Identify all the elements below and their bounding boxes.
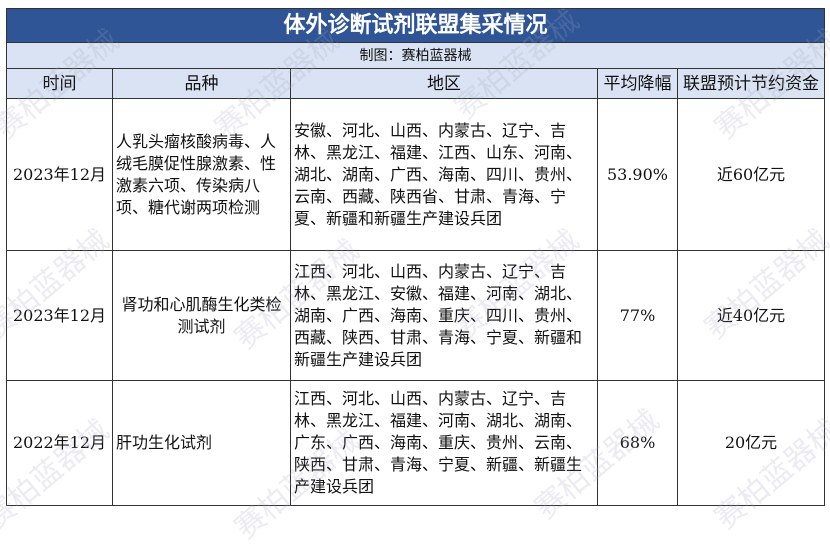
cell-time: 2023年12月	[6, 98, 113, 251]
header-savings: 联盟预计节约资金	[677, 68, 825, 99]
table-row: 2023年12月 人乳头瘤核酸病毒、人绒毛膜促性腺激素、性激素六项、传染病八项、…	[6, 98, 825, 251]
header-reduction: 平均降幅	[597, 68, 678, 99]
cell-savings: 近40亿元	[677, 250, 825, 381]
cell-region: 安徽、河北、山西、内蒙古、辽宁、吉林、黑龙江、福建、江西、山东、河南、湖北、湖南…	[290, 98, 598, 251]
table-subtitle: 制图：赛柏蓝器械	[6, 42, 825, 69]
cell-savings: 近60亿元	[677, 98, 825, 251]
cell-product: 肝功生化试剂	[112, 380, 291, 506]
cell-savings: 20亿元	[677, 380, 825, 506]
header-region: 地区	[290, 68, 598, 99]
cell-product: 肾功和心肌酶生化类检测试剂	[112, 250, 291, 381]
table-title: 体外诊断试剂联盟集采情况	[6, 8, 825, 43]
cell-reduction: 77%	[597, 250, 678, 381]
header-product: 品种	[112, 68, 291, 99]
cell-region: 江西、河北、山西、内蒙古、辽宁、吉林、黑龙江、安徽、福建、河南、湖北、湖南、广西…	[290, 250, 598, 381]
cell-time: 2022年12月	[6, 380, 113, 506]
header-time: 时间	[6, 68, 113, 99]
cell-product: 人乳头瘤核酸病毒、人绒毛膜促性腺激素、性激素六项、传染病八项、糖代谢两项检测	[112, 98, 291, 251]
table-row: 2023年12月 肾功和心肌酶生化类检测试剂 江西、河北、山西、内蒙古、辽宁、吉…	[6, 250, 825, 381]
procurement-table: 体外诊断试剂联盟集采情况 制图：赛柏蓝器械 时间 品种 地区 平均降幅 联盟预计…	[6, 8, 825, 506]
cell-reduction: 53.90%	[597, 98, 678, 251]
cell-time: 2023年12月	[6, 250, 113, 381]
cell-region: 江西、河北、山西、内蒙古、辽宁、吉林、黑龙江、福建、河南、湖北、湖南、广东、广西…	[290, 380, 598, 506]
cell-reduction: 68%	[597, 380, 678, 506]
table-row: 2022年12月 肝功生化试剂 江西、河北、山西、内蒙古、辽宁、吉林、黑龙江、福…	[6, 380, 825, 506]
